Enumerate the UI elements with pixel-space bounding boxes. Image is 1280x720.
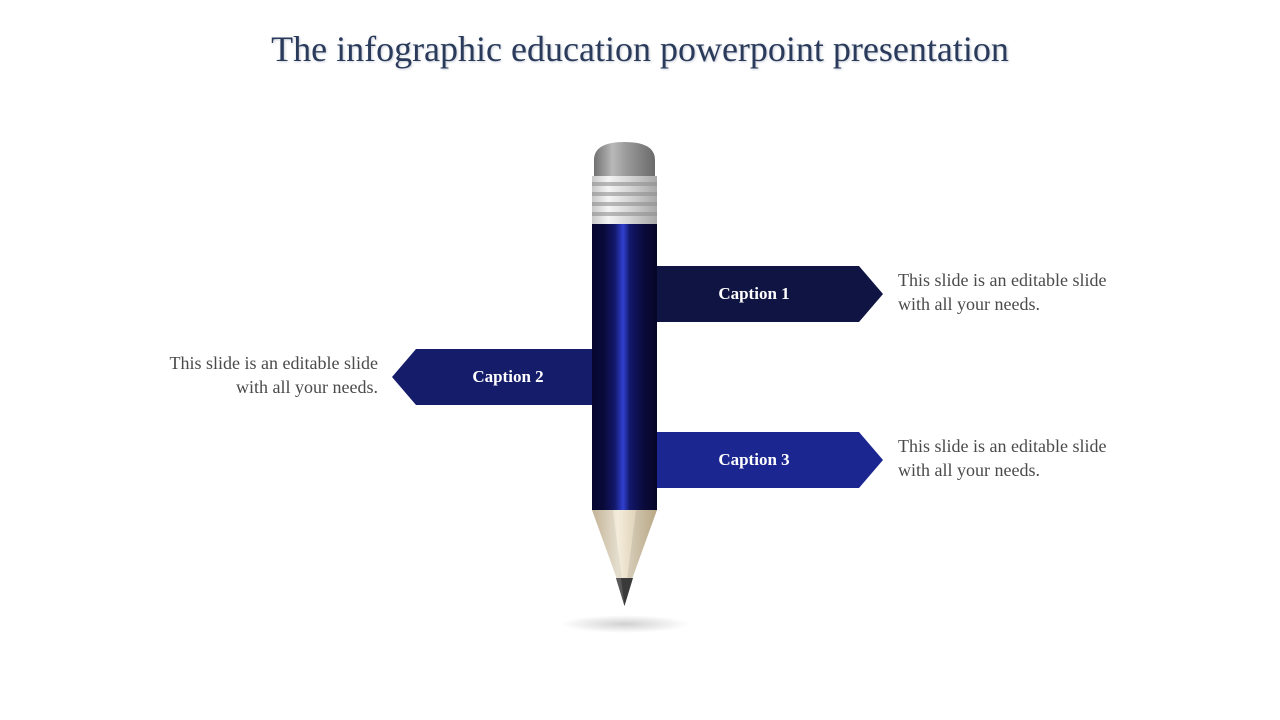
pencil-icon bbox=[582, 140, 667, 620]
pencil-shadow bbox=[560, 615, 690, 633]
pencil-graphic bbox=[582, 140, 667, 620]
caption-text-3: This slide is an editable slide with all… bbox=[898, 434, 1128, 483]
caption-text-2: This slide is an editable slide with all… bbox=[148, 351, 378, 400]
slide-title: The infographic education powerpoint pre… bbox=[0, 28, 1280, 70]
caption-text-1: This slide is an editable slide with all… bbox=[898, 268, 1128, 317]
